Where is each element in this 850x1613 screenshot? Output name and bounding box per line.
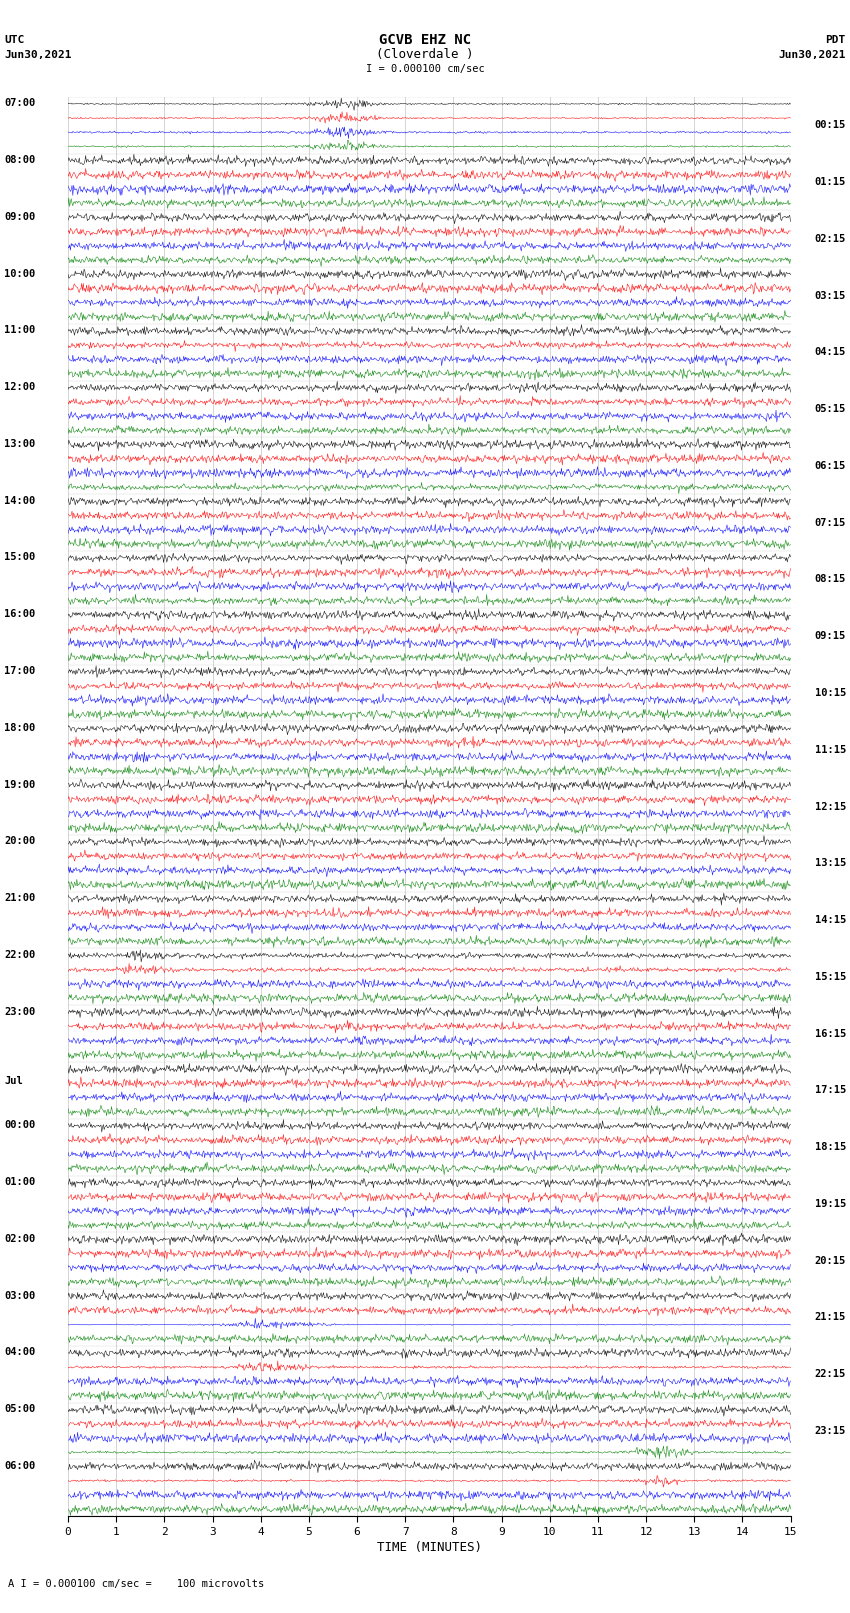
Text: 17:15: 17:15: [814, 1086, 846, 1095]
Text: 10:15: 10:15: [814, 689, 846, 698]
Text: 11:00: 11:00: [4, 326, 36, 336]
Text: 23:00: 23:00: [4, 1007, 36, 1016]
Text: 20:15: 20:15: [814, 1257, 846, 1266]
Text: 08:00: 08:00: [4, 155, 36, 165]
Text: 15:00: 15:00: [4, 553, 36, 563]
Text: 17:00: 17:00: [4, 666, 36, 676]
Text: 04:00: 04:00: [4, 1347, 36, 1357]
Text: 04:15: 04:15: [814, 347, 846, 356]
Text: 08:15: 08:15: [814, 574, 846, 584]
Text: 20:00: 20:00: [4, 837, 36, 847]
Text: (Cloverdale ): (Cloverdale ): [377, 48, 473, 61]
Text: 18:15: 18:15: [814, 1142, 846, 1152]
Text: 03:15: 03:15: [814, 290, 846, 300]
Text: 19:00: 19:00: [4, 779, 36, 789]
Text: 16:15: 16:15: [814, 1029, 846, 1039]
Text: 22:15: 22:15: [814, 1369, 846, 1379]
Text: UTC: UTC: [4, 35, 25, 45]
Text: 21:15: 21:15: [814, 1313, 846, 1323]
Text: 23:15: 23:15: [814, 1426, 846, 1436]
Text: 06:15: 06:15: [814, 461, 846, 471]
Text: 09:15: 09:15: [814, 631, 846, 640]
Text: A I = 0.000100 cm/sec =    100 microvolts: A I = 0.000100 cm/sec = 100 microvolts: [8, 1579, 264, 1589]
Text: 10:00: 10:00: [4, 269, 36, 279]
Text: 12:00: 12:00: [4, 382, 36, 392]
Text: 01:00: 01:00: [4, 1177, 36, 1187]
Text: 18:00: 18:00: [4, 723, 36, 732]
Text: Jun30,2021: Jun30,2021: [4, 50, 71, 60]
Text: 14:15: 14:15: [814, 915, 846, 924]
Text: 09:00: 09:00: [4, 211, 36, 221]
Text: 05:15: 05:15: [814, 405, 846, 415]
Text: 06:00: 06:00: [4, 1461, 36, 1471]
X-axis label: TIME (MINUTES): TIME (MINUTES): [377, 1540, 482, 1553]
Text: 02:00: 02:00: [4, 1234, 36, 1244]
Text: I = 0.000100 cm/sec: I = 0.000100 cm/sec: [366, 65, 484, 74]
Text: 01:15: 01:15: [814, 177, 846, 187]
Text: 07:00: 07:00: [4, 98, 36, 108]
Text: 13:15: 13:15: [814, 858, 846, 868]
Text: 11:15: 11:15: [814, 745, 846, 755]
Text: 07:15: 07:15: [814, 518, 846, 527]
Text: GCVB EHZ NC: GCVB EHZ NC: [379, 34, 471, 47]
Text: 22:00: 22:00: [4, 950, 36, 960]
Text: Jul: Jul: [4, 1076, 23, 1086]
Text: Jun30,2021: Jun30,2021: [779, 50, 846, 60]
Text: PDT: PDT: [825, 35, 846, 45]
Text: 14:00: 14:00: [4, 495, 36, 505]
Text: 15:15: 15:15: [814, 973, 846, 982]
Text: 00:15: 00:15: [814, 121, 846, 131]
Text: 02:15: 02:15: [814, 234, 846, 244]
Text: 05:00: 05:00: [4, 1405, 36, 1415]
Text: 03:00: 03:00: [4, 1290, 36, 1300]
Text: 21:00: 21:00: [4, 894, 36, 903]
Text: 00:00: 00:00: [4, 1121, 36, 1131]
Text: 16:00: 16:00: [4, 610, 36, 619]
Text: 13:00: 13:00: [4, 439, 36, 448]
Text: 12:15: 12:15: [814, 802, 846, 811]
Text: 19:15: 19:15: [814, 1198, 846, 1208]
